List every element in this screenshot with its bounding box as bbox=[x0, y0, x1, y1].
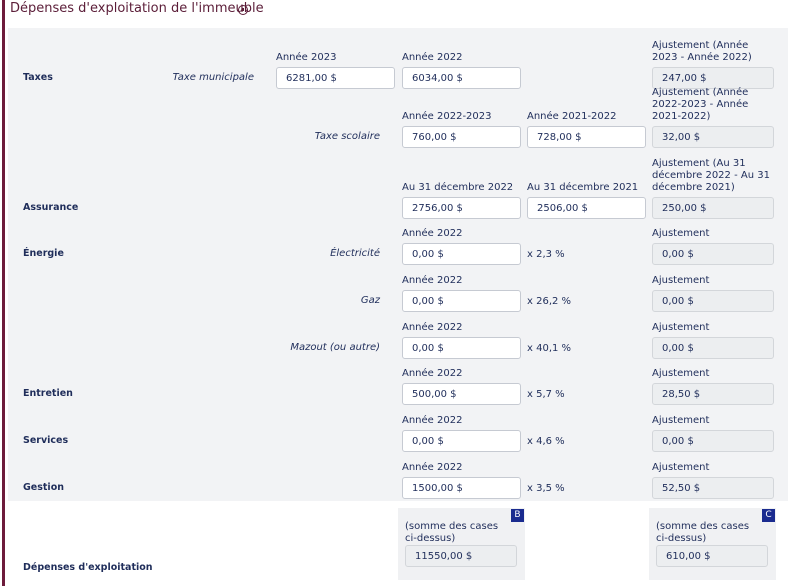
input-field[interactable]: 500,00 $ bbox=[402, 383, 521, 405]
field-label: Année 2022-2023 bbox=[402, 111, 492, 122]
input-field[interactable]: 0,00 $ bbox=[402, 430, 521, 452]
section-label: Taxes bbox=[23, 72, 53, 83]
readonly-field: 32,00 $ bbox=[652, 126, 774, 148]
field-label: Année 2022 bbox=[402, 415, 463, 426]
field-label: Année 2021-2022 bbox=[527, 111, 617, 122]
input-field[interactable]: 728,00 $ bbox=[527, 126, 646, 148]
input-field[interactable]: 6281,00 $ bbox=[276, 67, 395, 89]
readonly-field: 0,00 $ bbox=[652, 430, 774, 452]
section-label: Énergie bbox=[23, 248, 64, 259]
field-label: Ajustement bbox=[652, 275, 710, 286]
item-label: Taxe scolaire bbox=[314, 131, 380, 142]
total-label: Dépenses d'exploitation bbox=[23, 562, 153, 573]
rate: x 4,6 % bbox=[527, 436, 565, 447]
input-field[interactable]: 6034,00 $ bbox=[402, 67, 521, 89]
badge: C bbox=[762, 509, 775, 522]
note: (somme des cases ci-dessus) bbox=[405, 521, 499, 544]
field-label: Ajustement bbox=[652, 368, 710, 379]
input-field[interactable]: 2506,00 $ bbox=[527, 197, 646, 219]
badge: B bbox=[511, 509, 524, 522]
item-label: Taxe municipale bbox=[172, 72, 254, 83]
field-label: Année 2022 bbox=[402, 275, 463, 286]
readonly-field: 247,00 $ bbox=[652, 67, 774, 89]
item-label: Gaz bbox=[360, 295, 380, 306]
rate: x 2,3 % bbox=[527, 249, 565, 260]
readonly-field: 28,50 $ bbox=[652, 383, 774, 405]
field-label: Ajustement bbox=[652, 228, 710, 239]
input-field[interactable]: 2756,00 $ bbox=[402, 197, 521, 219]
readonly-field: 610,00 $ bbox=[656, 545, 768, 567]
field-label: Année 2022 bbox=[402, 368, 463, 379]
section-label: Assurance bbox=[23, 202, 79, 213]
readonly-field: 11550,00 $ bbox=[405, 545, 517, 567]
field-label: Ajustement bbox=[652, 322, 710, 333]
note: (somme des cases ci-dessus) bbox=[656, 521, 750, 544]
title: Dépenses d'exploitation de l'immeuble bbox=[10, 1, 264, 16]
rate: x 26,2 % bbox=[527, 296, 572, 307]
section-label: Services bbox=[23, 435, 69, 446]
field-label: Ajustement bbox=[652, 415, 710, 426]
input-field[interactable]: 760,00 $ bbox=[402, 126, 521, 148]
readonly-field: 0,00 $ bbox=[652, 243, 774, 265]
field-label: Ajustement (Année 2022-2023 - Année 2021… bbox=[652, 87, 749, 122]
readonly-field: 0,00 $ bbox=[652, 290, 774, 312]
field-label: Année 2022 bbox=[402, 322, 463, 333]
input-field[interactable]: 1500,00 $ bbox=[402, 477, 521, 499]
field-label: Année 2022 bbox=[402, 228, 463, 239]
input-field[interactable]: 0,00 $ bbox=[402, 243, 521, 265]
total-box bbox=[398, 508, 525, 580]
field-label: Au 31 décembre 2021 bbox=[527, 182, 639, 193]
field-label: Année 2022 bbox=[402, 462, 463, 473]
side-bar bbox=[2, 0, 5, 586]
field-label: Année 2023 bbox=[276, 52, 337, 63]
field-label: Ajustement (Année 2023 - Année 2022) bbox=[652, 40, 752, 63]
rate: x 3,5 % bbox=[527, 483, 565, 494]
input-field[interactable]: 0,00 $ bbox=[402, 290, 521, 312]
info-icon[interactable] bbox=[238, 5, 248, 15]
input-field[interactable]: 0,00 $ bbox=[402, 337, 521, 359]
section-label: Entretien bbox=[23, 388, 73, 399]
item-label: Électricité bbox=[330, 248, 380, 259]
section-label: Gestion bbox=[23, 482, 64, 493]
item-label: Mazout (ou autre) bbox=[290, 342, 380, 353]
total-box bbox=[649, 508, 776, 580]
rate: x 5,7 % bbox=[527, 389, 565, 400]
rate: x 40,1 % bbox=[527, 343, 572, 354]
field-label: Ajustement (Au 31 décembre 2022 - Au 31 … bbox=[652, 158, 770, 193]
field-label: Année 2022 bbox=[402, 52, 463, 63]
field-label: Ajustement bbox=[652, 462, 710, 473]
readonly-field: 0,00 $ bbox=[652, 337, 774, 359]
readonly-field: 52,50 $ bbox=[652, 477, 774, 499]
readonly-field: 250,00 $ bbox=[652, 197, 774, 219]
field-label: Au 31 décembre 2022 bbox=[402, 182, 514, 193]
